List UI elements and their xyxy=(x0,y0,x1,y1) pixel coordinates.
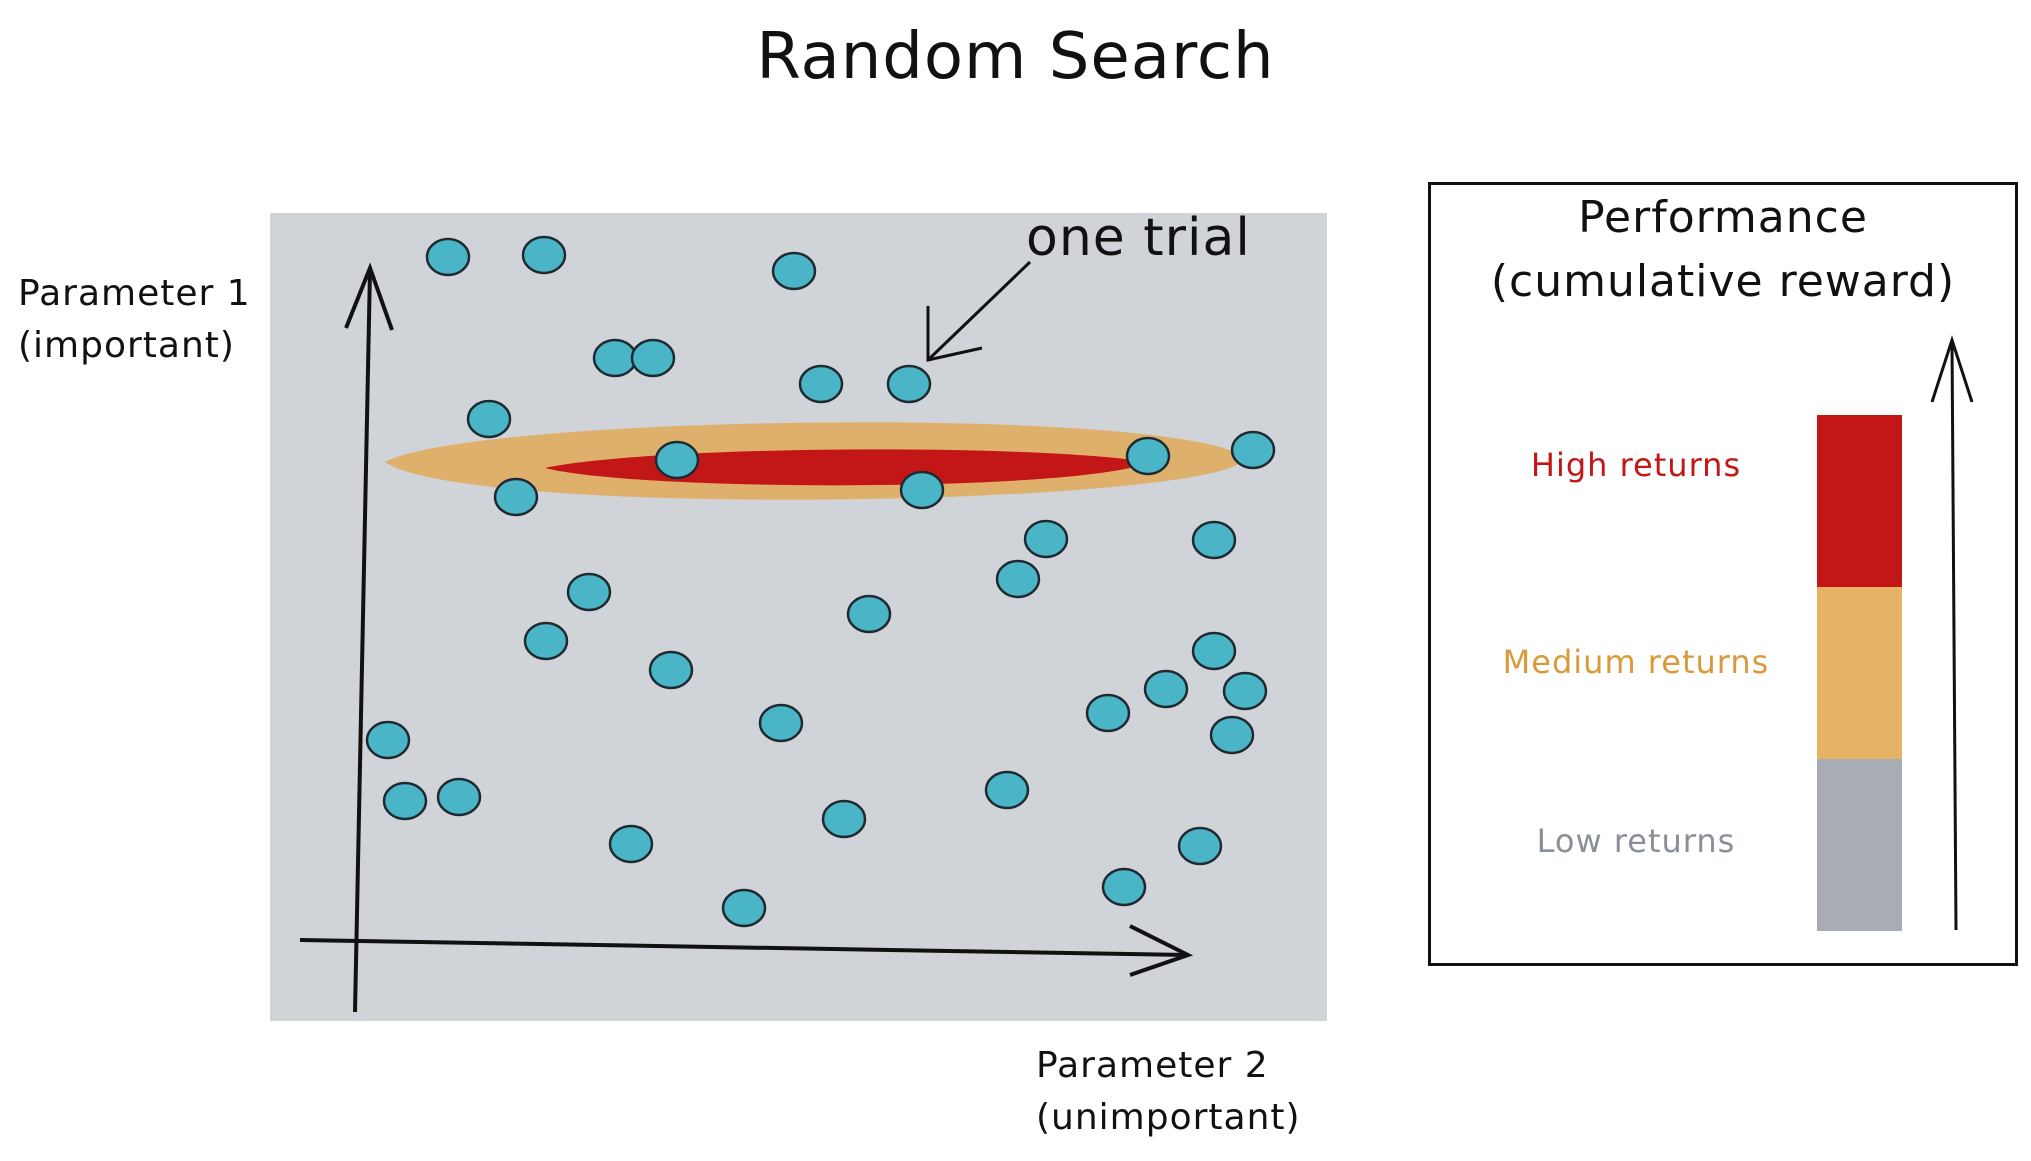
legend-label-medium: Medium returns xyxy=(1502,643,1770,681)
y-axis-line xyxy=(353,269,372,1013)
y-axis-label: Parameter 1 (important) xyxy=(18,268,251,372)
x-axis-label: Parameter 2 (unimportant) xyxy=(1036,1040,1301,1144)
trial-point xyxy=(654,440,700,480)
trial-points xyxy=(365,235,1276,928)
plot-area xyxy=(270,213,1327,1021)
trial-point xyxy=(995,559,1041,599)
diagram-title: Random Search xyxy=(756,20,1275,94)
trial-point xyxy=(846,594,892,634)
trial-point xyxy=(566,572,612,612)
one-trial-annotation: one trial xyxy=(1026,208,1251,268)
x-axis-label-line1: Parameter 2 xyxy=(1036,1045,1269,1086)
y-axis-label-line1: Parameter 1 xyxy=(18,273,251,314)
legend-label-high: High returns xyxy=(1530,446,1742,484)
trial-point xyxy=(721,888,767,928)
trial-point xyxy=(899,470,945,510)
y-axis-label-line2: (important) xyxy=(18,325,235,366)
trial-point xyxy=(1209,715,1255,755)
trial-point xyxy=(1230,430,1276,470)
trial-point xyxy=(466,399,512,439)
x-axis-label-line2: (unimportant) xyxy=(1036,1097,1301,1138)
legend-label-low: Low returns xyxy=(1536,822,1736,860)
legend-swatch-medium xyxy=(1817,587,1902,759)
y-axis-arrowhead xyxy=(344,262,394,331)
trial-point xyxy=(1101,867,1147,907)
trial-point xyxy=(821,799,867,839)
legend-title-line2: (cumulative reward) xyxy=(1490,256,1956,307)
trial-point xyxy=(521,235,567,275)
annotation-arrow-line xyxy=(926,260,1032,362)
trial-point xyxy=(365,720,411,760)
trial-point xyxy=(523,621,569,661)
performance-arrow-line xyxy=(1950,341,1958,931)
trial-point xyxy=(1222,671,1268,711)
x-axis-arrowhead xyxy=(1129,924,1194,977)
trial-point xyxy=(648,650,694,690)
legend-swatch-low xyxy=(1817,759,1902,931)
legend-panel xyxy=(1428,182,2018,966)
trial-point xyxy=(493,477,539,517)
trial-point xyxy=(425,237,471,277)
trial-point xyxy=(382,781,428,821)
trial-point xyxy=(1191,631,1237,671)
trial-point xyxy=(436,777,482,817)
annotation-arrowhead xyxy=(926,306,983,362)
trial-point xyxy=(886,364,932,404)
legend-swatch-high xyxy=(1817,415,1902,587)
trial-point xyxy=(771,251,817,291)
trial-point xyxy=(798,364,844,404)
trial-point xyxy=(630,338,676,378)
legend-title: Performance (cumulative reward) xyxy=(1428,186,2018,314)
trial-point xyxy=(1125,436,1171,476)
trial-point xyxy=(592,338,638,378)
trial-point xyxy=(1085,693,1131,733)
trial-point xyxy=(1023,519,1069,559)
x-axis-line xyxy=(299,938,1189,957)
trial-point xyxy=(1143,669,1189,709)
trial-point xyxy=(1191,520,1237,560)
performance-arrowhead xyxy=(1930,335,1974,403)
trial-point xyxy=(1177,826,1223,866)
trial-point xyxy=(758,703,804,743)
trial-point xyxy=(984,770,1030,810)
trial-point xyxy=(608,824,654,864)
legend-title-line1: Performance xyxy=(1578,192,1868,243)
